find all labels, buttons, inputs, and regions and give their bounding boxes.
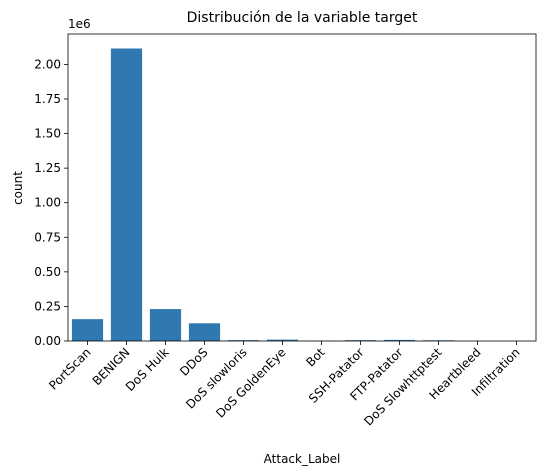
x-tick-label: DDoS (177, 345, 211, 379)
y-axis-label: count (11, 171, 25, 205)
y-tick-label: 0.00 (34, 334, 61, 348)
y-tick-label: 0.25 (34, 299, 61, 313)
chart-title: Distribución de la variable target (187, 10, 418, 26)
bar-portscan (71, 319, 104, 341)
y-tick-label: 1.25 (34, 161, 61, 175)
bar-benign (110, 48, 143, 342)
bars-layer (71, 48, 533, 342)
x-axis-label: Attack_Label (264, 452, 341, 466)
bar-dos-goldeneye (266, 339, 299, 341)
y-tick-label: 1.00 (34, 196, 61, 210)
y-ticks: 0.00 0.25 0.50 0.75 1.00 1.25 1.50 1.75 2.00 (34, 57, 68, 348)
x-tick-label: PortScan (46, 345, 93, 392)
y-tick-label: 1.75 (34, 92, 61, 106)
y-tick-label: 1.50 (34, 127, 61, 141)
y-tick-label: 2.00 (34, 57, 61, 71)
x-tick-label: DoS Hulk (123, 345, 172, 394)
y-scale-label: 1e6 (68, 17, 91, 31)
y-tick-label: 0.50 (34, 265, 61, 279)
bar-ssh-patator (344, 340, 377, 341)
bar-dos-hulk (149, 309, 182, 341)
y-tick-label: 0.75 (34, 230, 61, 244)
bar-ftp-patator (383, 339, 416, 341)
plot-frame (67, 33, 537, 342)
bar-ddos (188, 323, 221, 341)
x-tick-label: DoS GoldenEye (213, 345, 288, 420)
bar-dos-slowloris (227, 340, 260, 341)
x-tick-label: Bot (303, 345, 327, 369)
